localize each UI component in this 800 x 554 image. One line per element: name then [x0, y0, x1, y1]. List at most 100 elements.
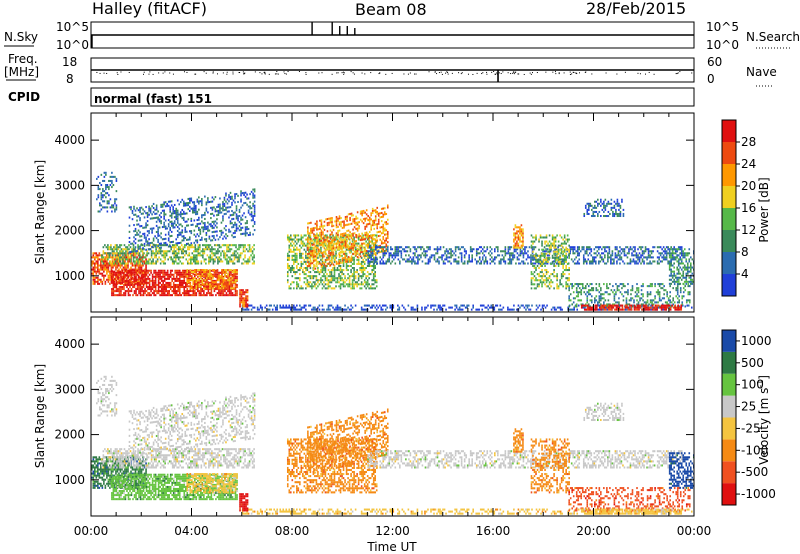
power-cell: [233, 256, 236, 259]
power-cell: [360, 271, 363, 274]
power-cell: [106, 264, 108, 267]
power-cell: [194, 244, 197, 247]
power-cell: [150, 262, 153, 265]
power-cell: [386, 241, 389, 244]
power-cell: [230, 269, 232, 272]
power-cell: [364, 233, 366, 237]
power-cell: [167, 204, 170, 207]
power-cell: [136, 207, 138, 210]
power-cell: [137, 250, 139, 253]
power-cell: [235, 215, 238, 218]
power-cell: [146, 220, 149, 223]
power-cell: [246, 232, 248, 235]
power-cell: [253, 220, 256, 223]
power-cell: [365, 266, 367, 270]
power-cell: [199, 200, 202, 203]
power-cell: [305, 277, 307, 280]
power-cell: [224, 273, 226, 276]
power-cell: [349, 257, 351, 260]
power-cell: [213, 226, 215, 229]
power-cell: [335, 262, 338, 265]
power-cell: [189, 287, 192, 290]
power-cell: [133, 264, 135, 267]
power-cell: [343, 232, 345, 235]
power-cell: [246, 197, 248, 200]
power-cell: [249, 213, 251, 216]
nave-dot: [283, 71, 285, 73]
power-cell: [379, 262, 382, 265]
power-cell: [313, 233, 315, 236]
power-cell: [317, 260, 319, 263]
power-cell: [96, 198, 98, 201]
power-cell: [139, 264, 141, 267]
power-cell: [163, 279, 166, 282]
power-cell: [192, 223, 194, 226]
power-cell: [162, 279, 164, 282]
power-cell: [629, 306, 631, 309]
power-cell: [181, 235, 184, 238]
power-cell: [235, 225, 238, 228]
power-cell: [299, 248, 301, 251]
power-cell: [253, 190, 256, 193]
power-cell: [104, 244, 106, 247]
power-cell: [353, 269, 355, 272]
power-cell: [236, 248, 239, 251]
power-cell: [223, 227, 226, 230]
power-cell: [359, 252, 361, 255]
power-cell: [177, 273, 180, 276]
power-cell: [291, 244, 294, 247]
power-cell: [115, 281, 118, 284]
power-cell: [385, 248, 388, 251]
power-cell: [138, 275, 140, 278]
power-cell: [314, 235, 317, 238]
power-cell: [371, 236, 374, 239]
power-cell: [242, 297, 244, 300]
nave-dot: [677, 72, 679, 74]
power-cell: [209, 294, 211, 297]
power-cell: [573, 306, 575, 309]
power-cell: [172, 277, 175, 280]
power-cell: [187, 290, 190, 293]
power-cell: [246, 305, 249, 308]
power-cell: [300, 254, 303, 257]
power-cell: [353, 252, 355, 255]
power-cell: [186, 262, 189, 265]
power-cell: [111, 275, 113, 278]
power-cell: [240, 206, 242, 209]
power-cell: [118, 271, 121, 274]
power-cell: [168, 281, 170, 284]
power-cell: [95, 262, 98, 265]
power-cell: [407, 304, 410, 307]
power-cell: [347, 223, 350, 226]
power-cell: [142, 273, 145, 276]
power-cell: [320, 225, 323, 228]
power-cell: [561, 308, 563, 311]
power-cell: [126, 290, 128, 293]
power-cell: [219, 211, 221, 214]
power-cell: [117, 254, 120, 257]
power-cell: [182, 256, 185, 259]
power-cell: [337, 225, 339, 228]
power-cell: [189, 246, 192, 249]
power-cell: [253, 260, 255, 263]
power-cell: [205, 258, 207, 261]
power-cell: [417, 256, 419, 259]
power-cell: [368, 273, 370, 276]
power-cell: [135, 294, 137, 297]
power-cell: [359, 287, 361, 290]
power-cell: [308, 222, 311, 225]
power-cell: [256, 308, 259, 311]
power-cell: [111, 179, 113, 182]
nave-dot: [164, 71, 166, 73]
power-cell: [221, 281, 223, 284]
power-cell: [321, 271, 324, 274]
power-cell: [362, 273, 364, 276]
power-cell: [204, 217, 206, 220]
power-cell: [117, 269, 119, 272]
nave-dot: [523, 73, 525, 75]
power-cell: [351, 273, 354, 276]
power-cell: [335, 269, 337, 272]
power-cell: [349, 235, 351, 238]
power-cell: [200, 273, 202, 276]
power-cell: [108, 262, 111, 265]
